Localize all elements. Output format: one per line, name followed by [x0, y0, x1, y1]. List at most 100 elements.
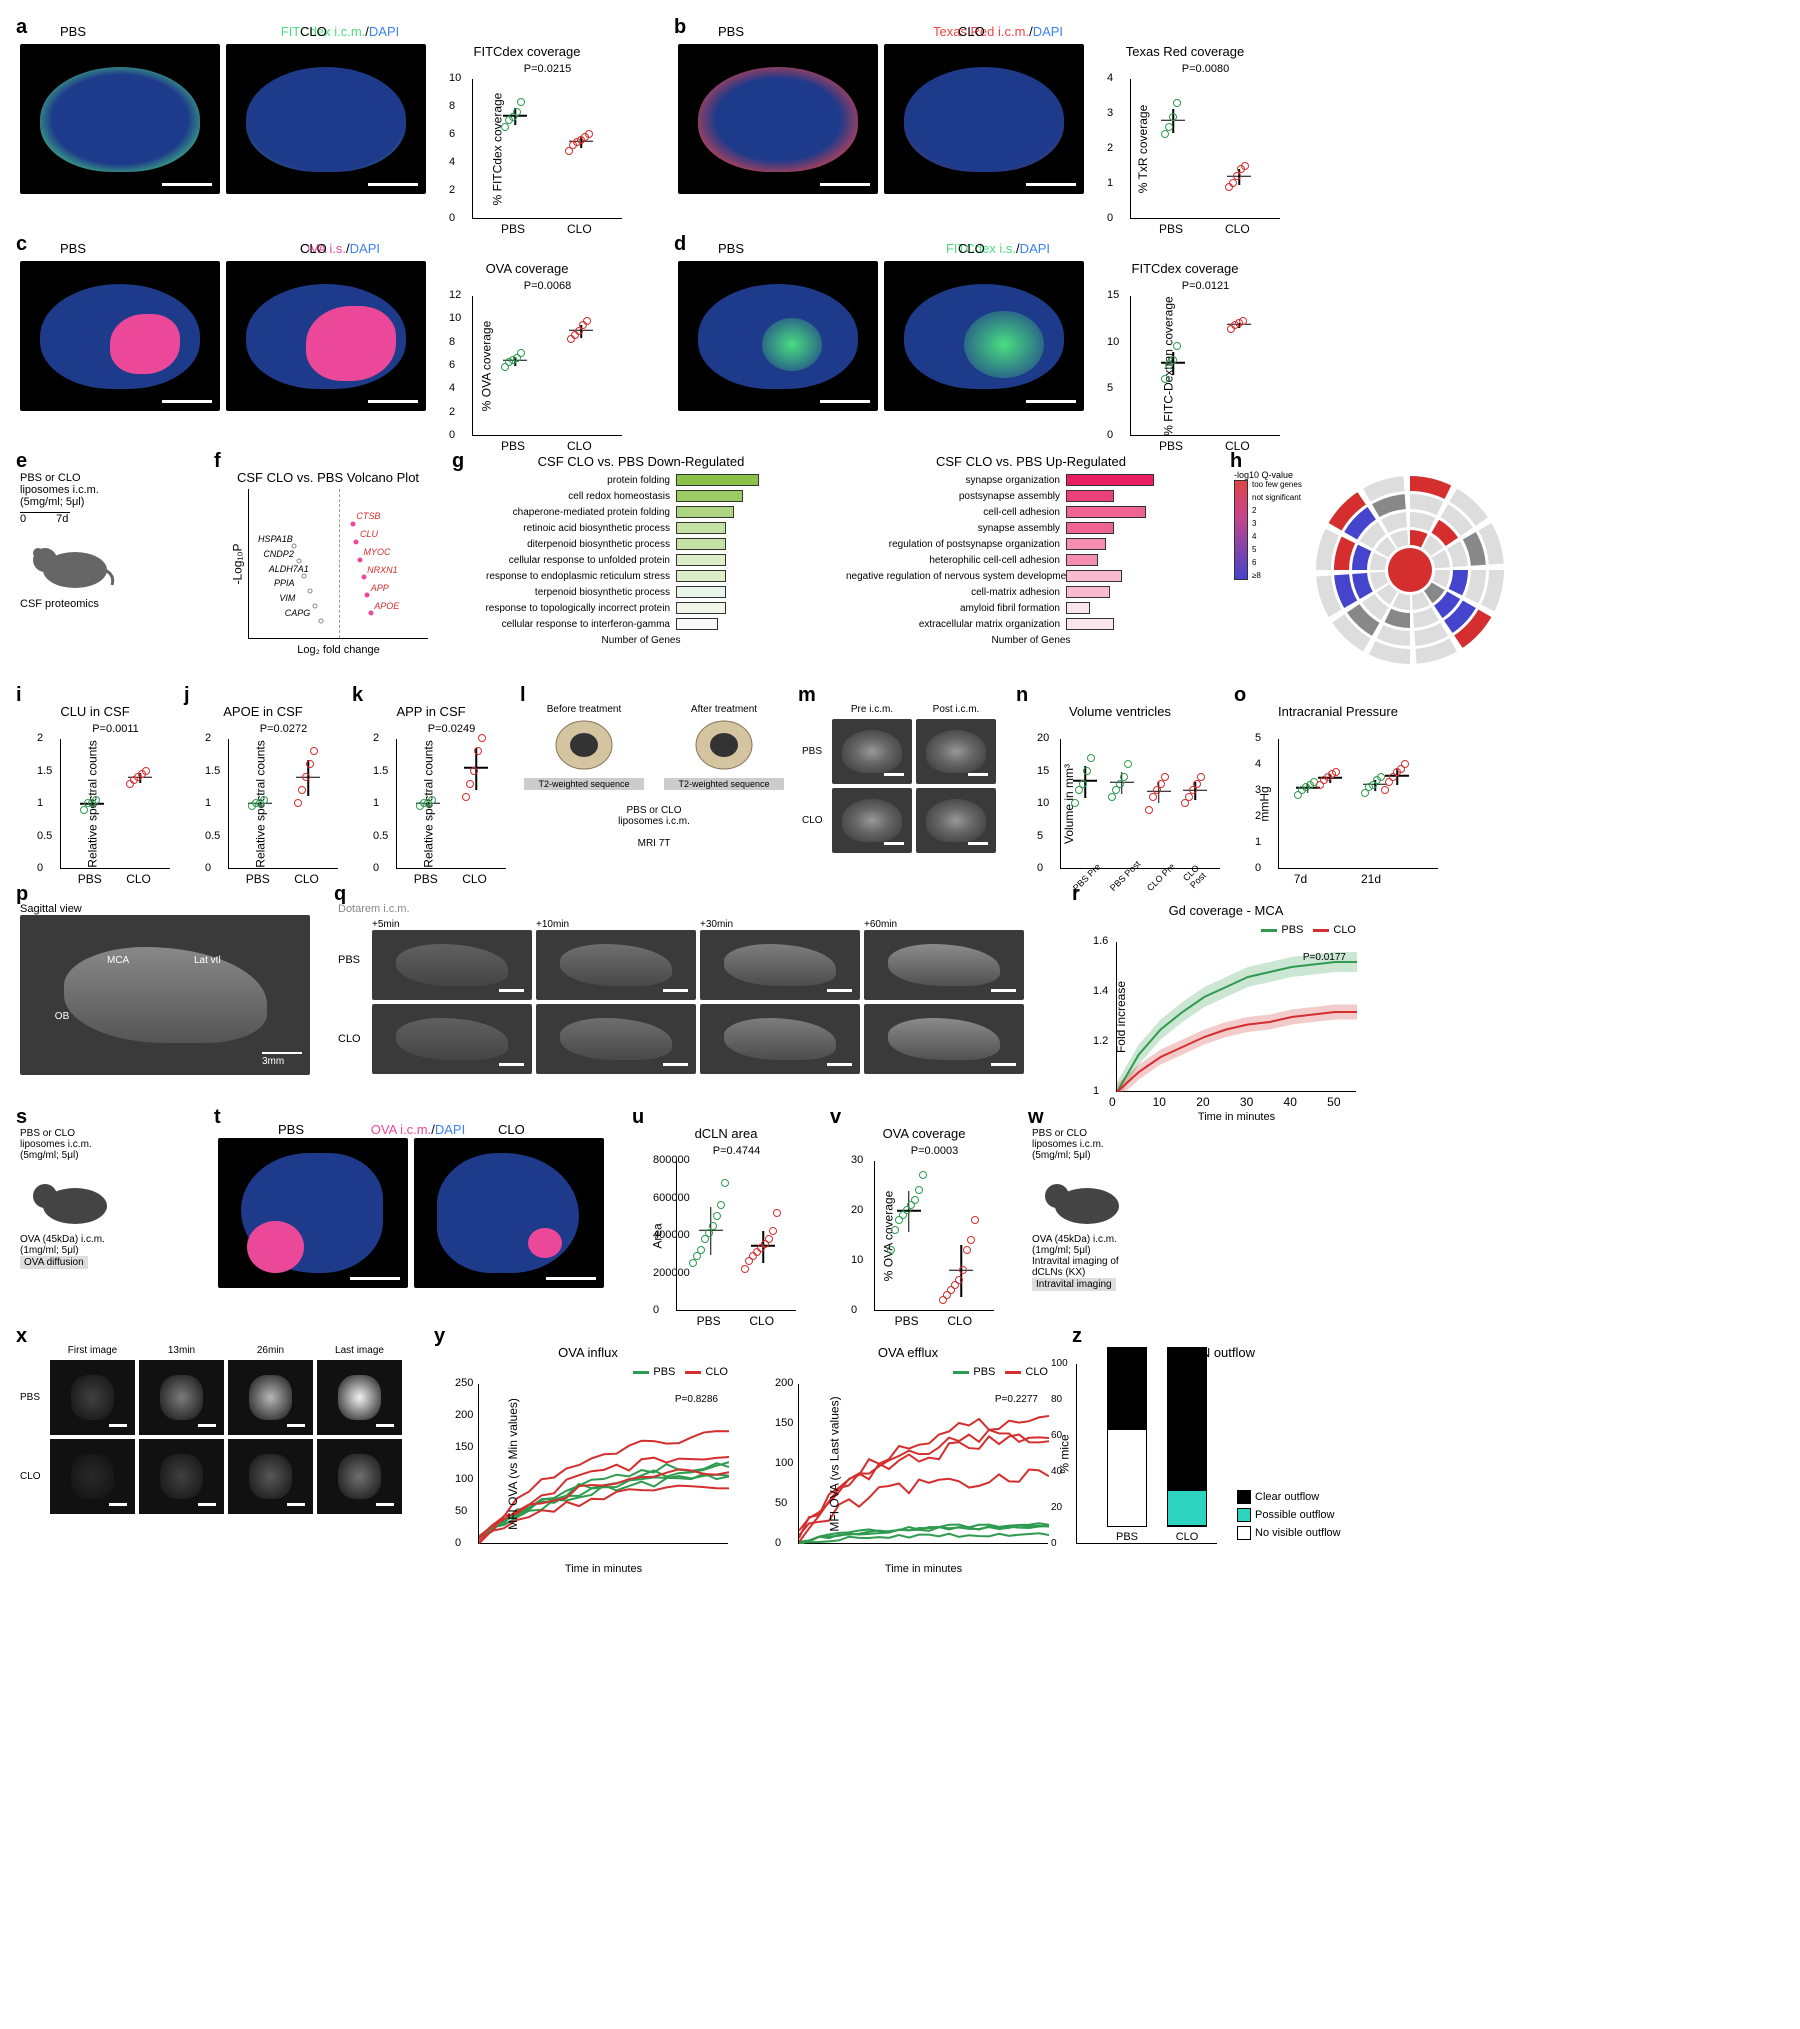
- panel-b-label: b: [674, 16, 686, 39]
- panel-l: l Before treatment T2-weighted sequence …: [524, 688, 784, 849]
- panel-r-label: r: [1072, 883, 1080, 906]
- xtick-label: PBS: [1159, 439, 1183, 453]
- panel-c: c PBS OVA i.s./DAPI CLO OVA covera: [20, 237, 660, 436]
- axis-xlabel: Time in minutes: [885, 1563, 962, 1575]
- mri-row-label: PBS: [802, 746, 828, 757]
- ytick: 0: [653, 1304, 659, 1316]
- data-point: [428, 796, 436, 804]
- p-value: P=0.0011: [92, 723, 139, 735]
- data-point: [1229, 179, 1237, 187]
- stacked-segment: [1108, 1348, 1146, 1428]
- ytick: 60: [1051, 1430, 1062, 1441]
- legend-item: No visible outflow: [1237, 1526, 1341, 1540]
- go-term-label: cellular response to unfolded protein: [456, 555, 676, 566]
- panel-t: t PBS OVA i.c.m./DAPI CLO: [218, 1110, 618, 1288]
- panel-n-label: n: [1016, 684, 1028, 707]
- ytick: 5: [1037, 830, 1043, 842]
- xtick-label: CLO: [126, 872, 151, 886]
- mouse-icon: [1032, 1161, 1132, 1231]
- mri-timelapse-img: [864, 930, 1024, 1000]
- colorbar-tick: 6: [1252, 558, 1302, 567]
- ytick: 4: [449, 156, 455, 168]
- mri-col-header: Post i.c.m.: [916, 704, 996, 715]
- legend-item: CLO: [1005, 1366, 1048, 1378]
- ytick: 150: [455, 1441, 473, 1453]
- ytick: 0: [373, 862, 379, 874]
- w-treatment: PBS or CLO liposomes i.c.m. (5mg/ml; 5μl…: [1032, 1128, 1252, 1161]
- data-point: [1145, 806, 1153, 814]
- l-readout: MRI 7T: [638, 838, 671, 849]
- o-title: Intracranial Pressure: [1238, 704, 1438, 719]
- go-term-label: negative regulation of nervous system de…: [846, 571, 1066, 582]
- panel-p-label: p: [16, 883, 28, 906]
- data-point: [911, 1196, 919, 1204]
- u-title: dCLN area: [636, 1126, 816, 1141]
- data-point: [971, 1216, 979, 1224]
- panel-y-label: y: [434, 1325, 445, 1348]
- data-point: [959, 1266, 967, 1274]
- scalebar-icon: [1026, 400, 1076, 403]
- ytick: 2: [37, 732, 43, 744]
- xtick-label: PBS: [895, 1314, 919, 1328]
- data-point: [583, 317, 591, 325]
- b-chart: Texas Red coverage 01234% TxR coverageP=…: [1090, 44, 1280, 219]
- ytick: 800000: [653, 1154, 690, 1166]
- ytick: 1: [205, 797, 211, 809]
- go-term-bar: cell-cell adhesion: [846, 505, 1216, 519]
- stacked-segment: [1168, 1348, 1206, 1490]
- go-term-bar: postsynapse assembly: [846, 489, 1216, 503]
- p-value: P=0.0121: [1182, 280, 1229, 292]
- gene-label: ALDH7A1: [269, 564, 309, 574]
- gene-label: APOE: [374, 601, 399, 611]
- p-value: P=0.2277: [995, 1394, 1038, 1405]
- a-pbs-img: [20, 44, 220, 194]
- s-injection: OVA (45kDa) i.c.m. (1mg/ml; 5μl): [20, 1234, 200, 1256]
- x-time-header: First image: [50, 1345, 135, 1356]
- ytick: 50: [775, 1497, 787, 1509]
- data-point: [1173, 342, 1181, 350]
- v-title: OVA coverage: [834, 1126, 1014, 1141]
- go-term-label: response to topologically incorrect prot…: [456, 603, 676, 614]
- b-chart-title: Texas Red coverage: [1090, 44, 1280, 59]
- ytick: 250: [455, 1377, 473, 1389]
- ytick: 15: [1037, 765, 1049, 777]
- go-term-bar: negative regulation of nervous system de…: [846, 569, 1216, 583]
- ytick: 6: [449, 128, 455, 140]
- scalebar-icon: [546, 1277, 596, 1280]
- c-pbs-img: [20, 261, 220, 411]
- colorbar-tick: too few genes: [1252, 480, 1302, 489]
- go-term-bar: cellular response to interferon-gamma: [456, 617, 826, 631]
- a-stain: FITCdex i.c.m./DAPI: [281, 24, 399, 39]
- ytick: 20: [1037, 732, 1049, 744]
- c-pbs-label: PBS: [60, 241, 86, 256]
- scalebar-icon: [162, 400, 212, 403]
- ytick: 10: [1037, 797, 1049, 809]
- data-point: [306, 760, 314, 768]
- ytick: 200000: [653, 1267, 690, 1279]
- go-term-fill: [676, 506, 734, 518]
- ytick: 100: [455, 1473, 473, 1485]
- scalebar-icon: [368, 400, 418, 403]
- p-value: P=0.4744: [713, 1145, 760, 1157]
- data-point: [501, 123, 509, 131]
- go-term-bar: retinoic acid biosynthetic process: [456, 521, 826, 535]
- panel-x: x First image13min26minLast imagePBSCLO: [20, 1329, 420, 1514]
- data-point: [1169, 356, 1177, 364]
- d-clo-label: CLO: [958, 241, 985, 256]
- go-term-fill: [1066, 586, 1110, 598]
- go-term-bar: cellular response to unfolded protein: [456, 553, 826, 567]
- data-point: [963, 1246, 971, 1254]
- xtick-label: PBS: [697, 1314, 721, 1328]
- data-point: [310, 747, 318, 755]
- intravital-thumbnail: [228, 1439, 313, 1514]
- b-stain: Texas Red i.c.m./DAPI: [933, 24, 1063, 39]
- data-point: [478, 734, 486, 742]
- p-value: P=0.0003: [911, 1145, 958, 1157]
- figure-root: a PBS FITCdex i.c.m./DAPI CLO FITCdex co…: [20, 20, 1780, 1544]
- intravital-thumbnail: [139, 1360, 224, 1435]
- panel-q: q Dotarem i.c.m. PBS+5min+10min+30min+60…: [338, 887, 1058, 1074]
- z-group-label: CLO: [1167, 1531, 1207, 1543]
- ytick: 2: [449, 406, 455, 418]
- stacked-segment: [1168, 1525, 1206, 1526]
- data-point: [1169, 113, 1177, 121]
